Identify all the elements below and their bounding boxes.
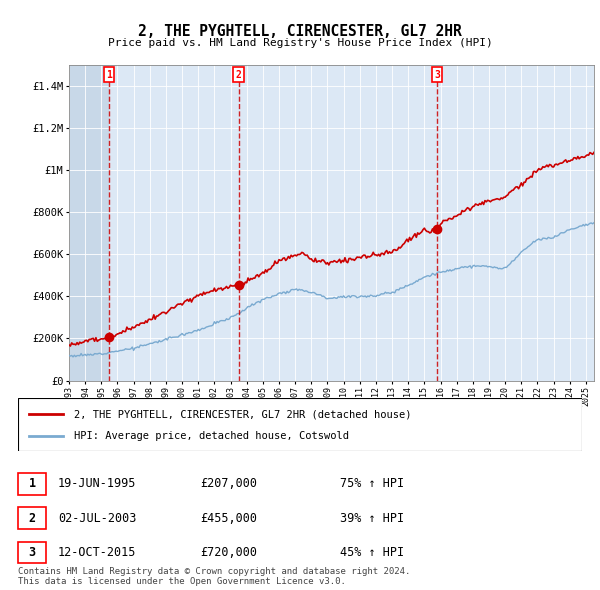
- Text: £455,000: £455,000: [200, 512, 257, 525]
- Text: 2: 2: [236, 70, 242, 80]
- Text: 2: 2: [28, 512, 35, 525]
- Text: 39% ↑ HPI: 39% ↑ HPI: [340, 512, 404, 525]
- Text: £207,000: £207,000: [200, 477, 257, 490]
- Text: 19-JUN-1995: 19-JUN-1995: [58, 477, 136, 490]
- Text: 75% ↑ HPI: 75% ↑ HPI: [340, 477, 404, 490]
- Text: Price paid vs. HM Land Registry's House Price Index (HPI): Price paid vs. HM Land Registry's House …: [107, 38, 493, 48]
- Text: £720,000: £720,000: [200, 546, 257, 559]
- Text: Contains HM Land Registry data © Crown copyright and database right 2024.
This d: Contains HM Land Registry data © Crown c…: [18, 566, 410, 586]
- Text: 45% ↑ HPI: 45% ↑ HPI: [340, 546, 404, 559]
- Text: 12-OCT-2015: 12-OCT-2015: [58, 546, 136, 559]
- Text: 1: 1: [106, 70, 112, 80]
- Bar: [69, 65, 109, 381]
- Text: 2, THE PYGHTELL, CIRENCESTER, GL7 2HR: 2, THE PYGHTELL, CIRENCESTER, GL7 2HR: [138, 24, 462, 38]
- Bar: [18, 507, 46, 529]
- Text: HPI: Average price, detached house, Cotswold: HPI: Average price, detached house, Cots…: [74, 431, 349, 441]
- Text: 3: 3: [434, 70, 440, 80]
- Bar: [18, 473, 46, 494]
- Text: 2, THE PYGHTELL, CIRENCESTER, GL7 2HR (detached house): 2, THE PYGHTELL, CIRENCESTER, GL7 2HR (d…: [74, 409, 412, 419]
- Text: 02-JUL-2003: 02-JUL-2003: [58, 512, 136, 525]
- Bar: [18, 542, 46, 563]
- Text: 1: 1: [28, 477, 35, 490]
- Text: 3: 3: [28, 546, 35, 559]
